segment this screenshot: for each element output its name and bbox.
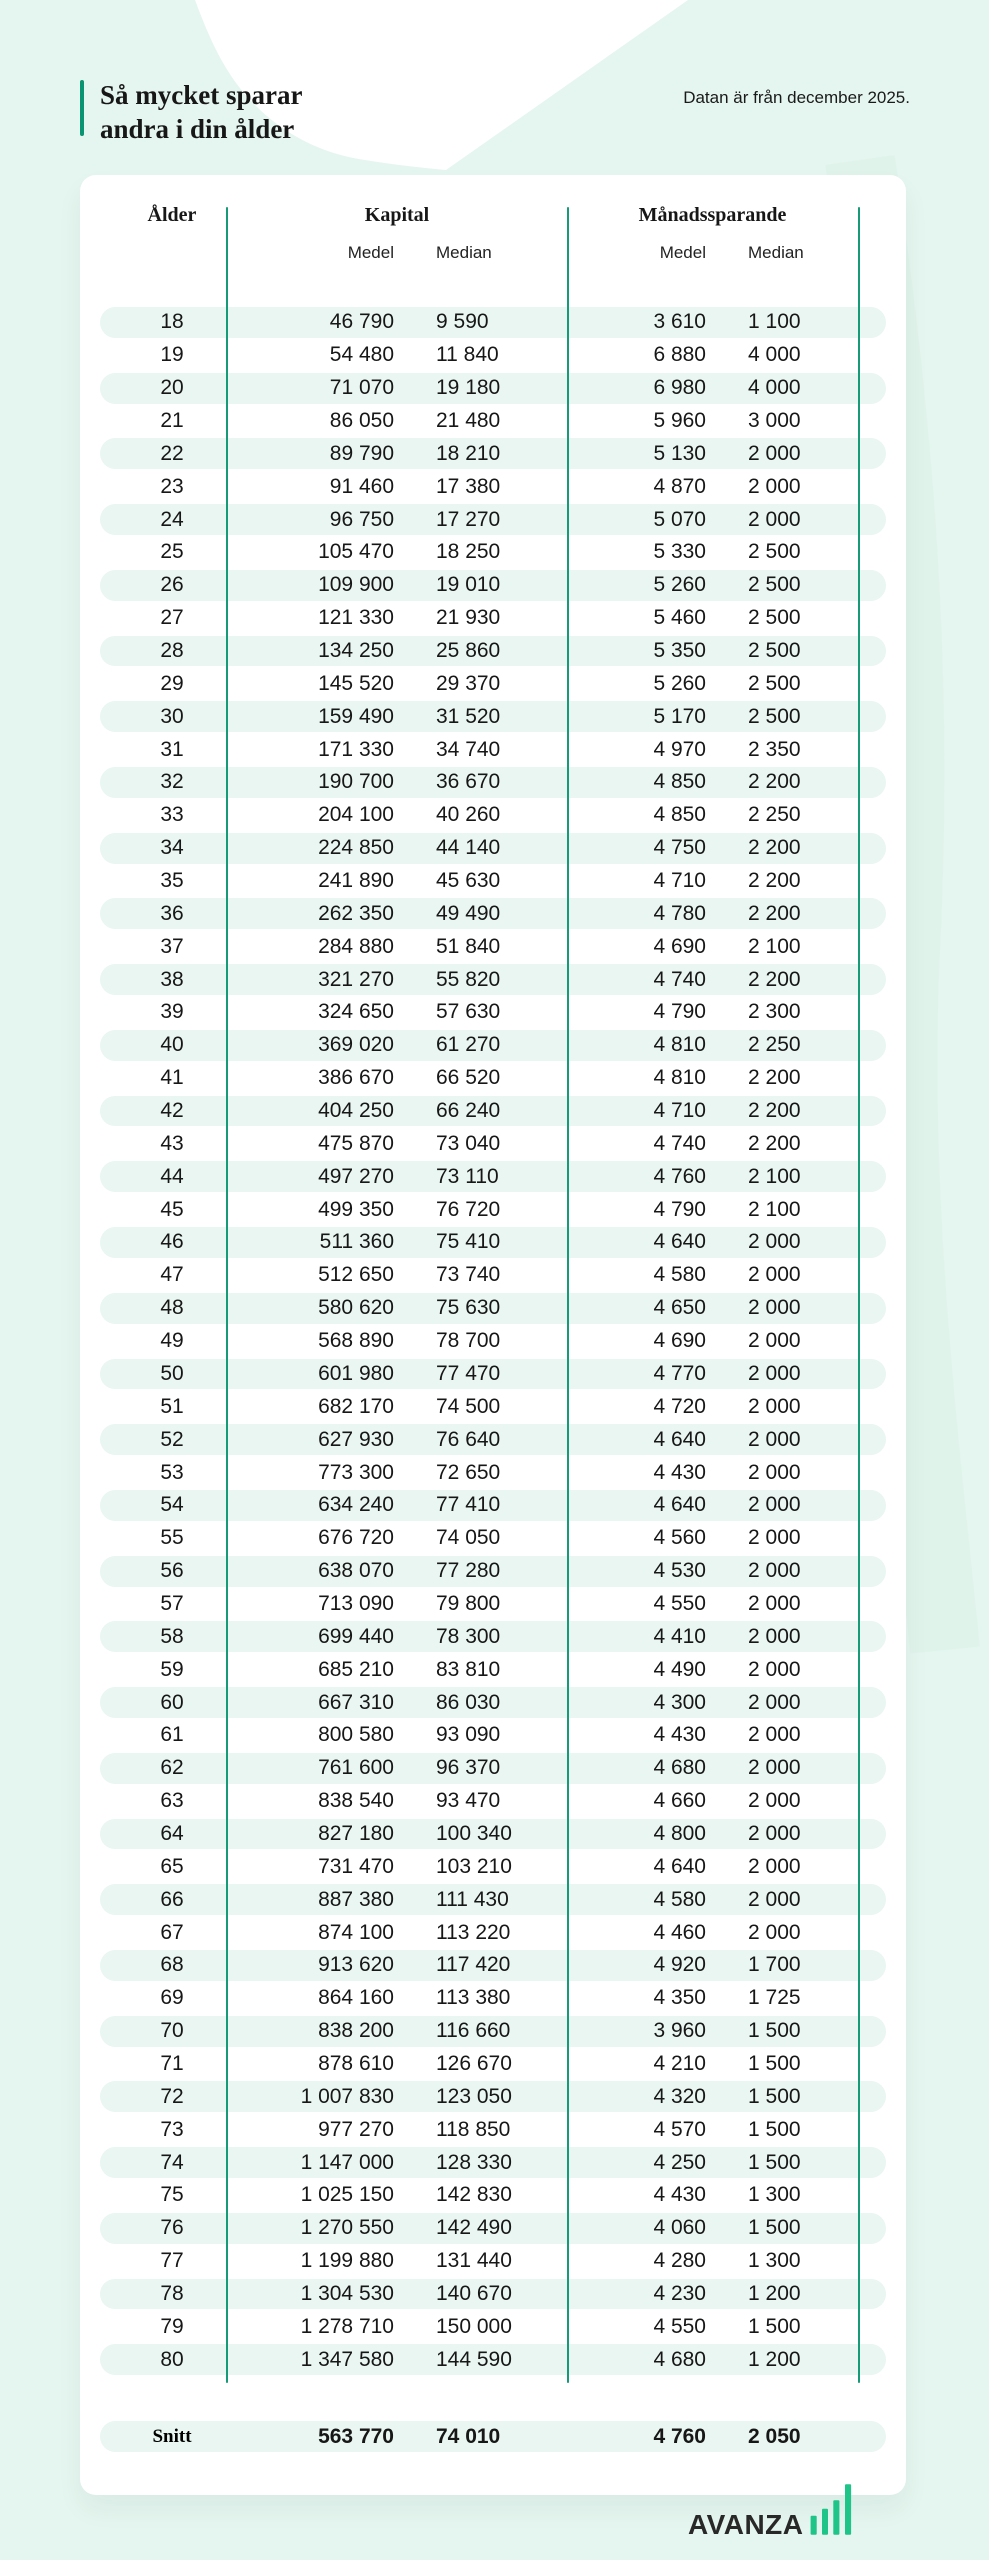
svg-text:AVANZA: AVANZA (688, 2509, 804, 2538)
